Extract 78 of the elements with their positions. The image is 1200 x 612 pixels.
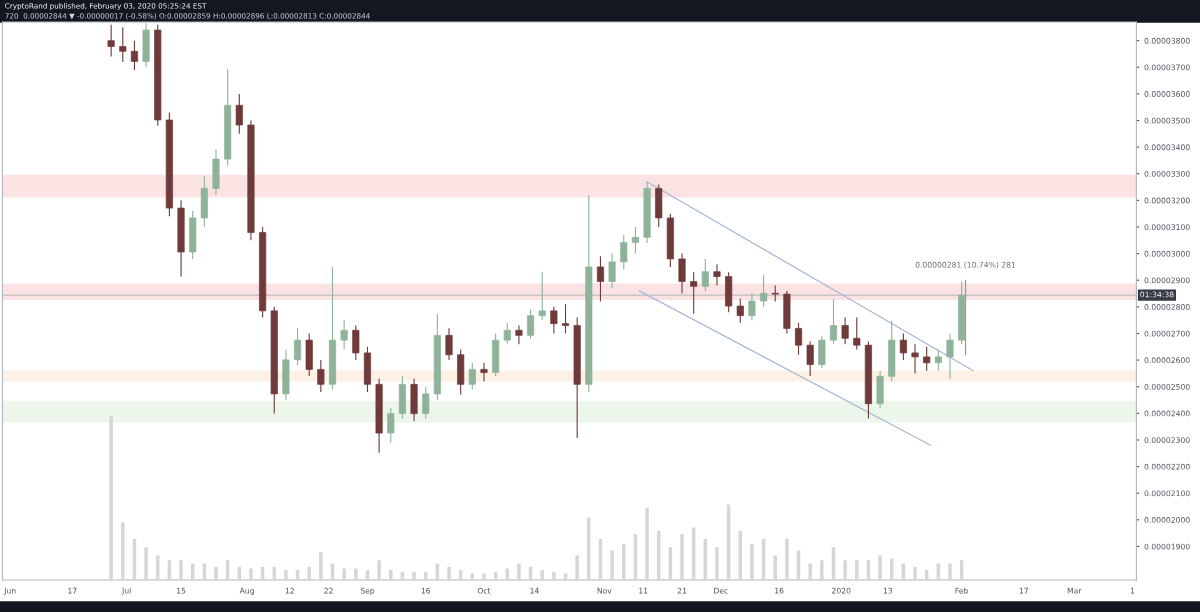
bar — [680, 534, 684, 580]
bar — [913, 566, 917, 580]
candlestick — [736, 298, 744, 324]
candlestick — [631, 226, 639, 255]
bar — [820, 560, 824, 580]
bar — [377, 560, 381, 580]
candlestick — [107, 24, 115, 58]
bar — [610, 550, 614, 580]
bar — [214, 566, 218, 580]
candlestick — [550, 306, 558, 335]
candlestick — [119, 26, 127, 63]
candlestick — [596, 255, 605, 303]
bar — [144, 547, 148, 580]
candlestick — [923, 346, 931, 372]
bar — [389, 570, 393, 580]
bar — [540, 570, 544, 580]
candlestick — [748, 292, 756, 321]
bar — [307, 566, 311, 580]
candlestick — [422, 386, 430, 420]
bar — [354, 568, 358, 580]
candlestick — [946, 332, 954, 380]
bar — [587, 517, 591, 580]
candlestick — [130, 40, 138, 71]
bar — [447, 566, 451, 580]
bar — [773, 555, 777, 580]
candlestick — [503, 322, 511, 345]
bar — [179, 560, 183, 580]
candlestick — [235, 93, 243, 135]
bar — [645, 507, 649, 580]
bar — [785, 538, 789, 580]
candlestick — [445, 327, 453, 361]
bar — [121, 522, 125, 580]
bar — [855, 560, 859, 580]
candlestick — [829, 298, 838, 345]
bar — [249, 568, 253, 580]
bar — [470, 573, 475, 580]
bar — [517, 563, 521, 580]
bar — [808, 563, 812, 580]
candlestick — [527, 308, 535, 340]
candlestick — [317, 359, 325, 393]
bar — [715, 547, 719, 580]
candlestick — [608, 253, 616, 289]
bar — [319, 552, 323, 580]
candlestick — [841, 316, 849, 345]
bar — [482, 573, 486, 580]
bar — [948, 563, 952, 580]
candlestick — [794, 322, 803, 356]
candlestick — [853, 316, 861, 351]
candlestick — [934, 348, 942, 372]
candlestick — [701, 258, 709, 292]
bar — [412, 571, 416, 580]
candlestick — [690, 271, 698, 315]
candlestick — [760, 274, 768, 308]
candlestick — [480, 362, 488, 382]
candlestick — [806, 340, 814, 377]
candlestick — [340, 319, 348, 351]
candlestick — [899, 332, 907, 361]
bar — [750, 543, 754, 580]
candlestick — [713, 263, 721, 287]
bar — [575, 555, 579, 580]
candlestick — [620, 234, 628, 271]
bar — [342, 568, 346, 580]
candlestick — [515, 324, 523, 345]
bar — [284, 570, 288, 580]
candlestick — [468, 362, 476, 390]
candlestick — [911, 343, 919, 374]
candlestick — [294, 327, 302, 366]
bar — [563, 573, 568, 580]
candlestick — [538, 271, 546, 321]
bar — [552, 571, 556, 580]
candlestick — [561, 303, 570, 335]
bar — [622, 543, 626, 580]
bar — [843, 560, 847, 580]
candlestick — [678, 253, 686, 295]
candlestick — [352, 324, 360, 361]
bar — [878, 555, 882, 580]
bar — [109, 415, 113, 580]
candlestick — [387, 407, 395, 444]
